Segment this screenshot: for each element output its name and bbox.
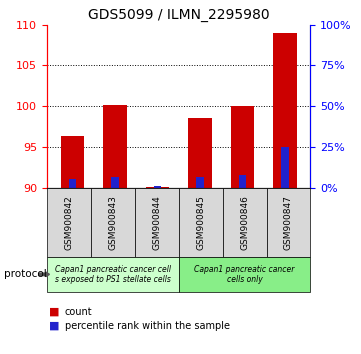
Text: percentile rank within the sample: percentile rank within the sample — [65, 321, 230, 331]
Text: GSM900845: GSM900845 — [196, 195, 205, 250]
Text: protocol: protocol — [4, 269, 46, 279]
Bar — [196, 177, 204, 188]
Text: Capan1 pancreatic cancer cell
s exposed to PS1 stellate cells: Capan1 pancreatic cancer cell s exposed … — [55, 265, 171, 284]
Text: ■: ■ — [49, 321, 59, 331]
Text: GSM900843: GSM900843 — [108, 195, 117, 250]
Text: ■: ■ — [49, 307, 59, 316]
Title: GDS5099 / ILMN_2295980: GDS5099 / ILMN_2295980 — [88, 8, 270, 22]
Text: GSM900847: GSM900847 — [284, 195, 293, 250]
Bar — [103, 105, 127, 188]
Bar — [146, 187, 169, 188]
Bar — [239, 175, 246, 188]
Text: GSM900844: GSM900844 — [152, 195, 161, 250]
Bar — [281, 147, 289, 188]
Bar — [111, 177, 119, 188]
Text: Capan1 pancreatic cancer
cells only: Capan1 pancreatic cancer cells only — [194, 265, 295, 284]
Text: GSM900846: GSM900846 — [240, 195, 249, 250]
Bar — [188, 118, 212, 188]
Bar — [154, 186, 161, 188]
Bar — [231, 106, 254, 188]
Bar — [273, 33, 297, 188]
Bar — [69, 179, 76, 188]
Text: count: count — [65, 307, 93, 316]
Text: GSM900842: GSM900842 — [64, 195, 73, 250]
Bar — [61, 136, 84, 188]
